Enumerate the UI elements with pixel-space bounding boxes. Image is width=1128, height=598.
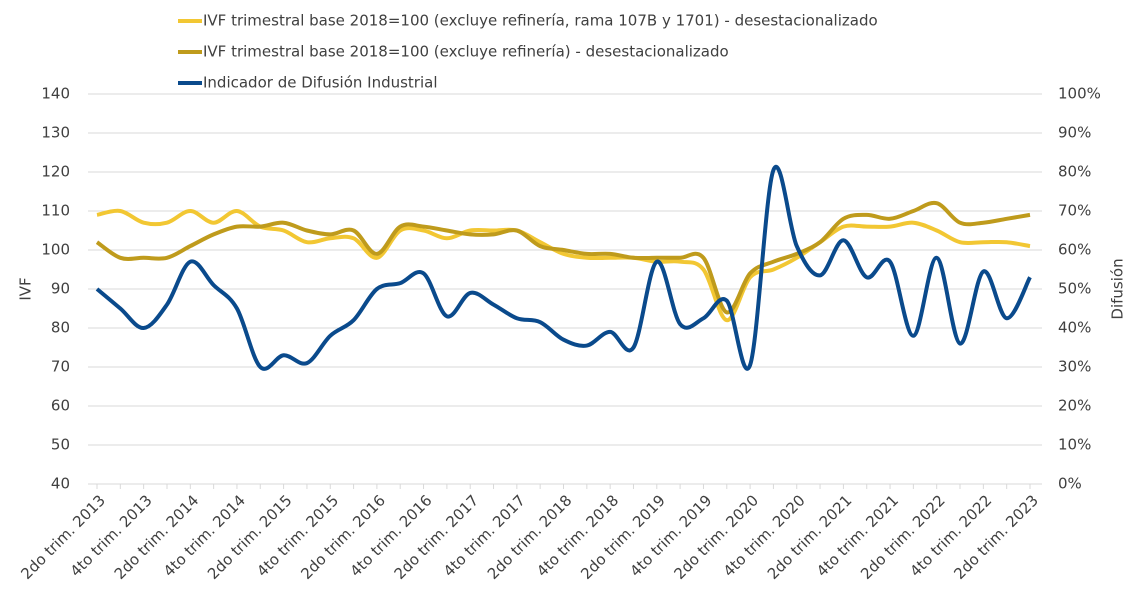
series-line (96, 208, 1031, 323)
x-tick-label: 4to trim. 2016 (347, 491, 436, 580)
y2-tick-label: 50% (1058, 280, 1091, 298)
y-tick-label: 100 (41, 241, 70, 259)
series-line (95, 164, 1032, 371)
y2-tick-label: 30% (1058, 358, 1091, 376)
y-tick-label: 130 (41, 124, 70, 142)
y2-tick-label: 90% (1058, 124, 1091, 142)
y-tick-label: 50 (51, 436, 70, 454)
x-tick-label: 4to trim. 2014 (160, 491, 249, 580)
y2-tick-label: 10% (1058, 436, 1091, 454)
y2-tick-label: 70% (1058, 202, 1091, 220)
y-tick-label: 40 (51, 475, 70, 493)
y-tick-label: 80 (51, 319, 70, 337)
y2-tick-label: 60% (1058, 241, 1091, 259)
y-tick-label: 140 (41, 85, 70, 103)
legend-label: IVF trimestral base 2018=100 (excluye re… (203, 43, 729, 61)
x-tick-label: 2do trim. 2022 (857, 491, 949, 583)
series-line (95, 200, 1031, 315)
x-tick-label: 2do trim. 2015 (204, 491, 296, 583)
x-tick-label: 2do trim. 2021 (764, 491, 856, 583)
x-tick-label: 4to trim. 2021 (813, 491, 902, 580)
y2-tick-label: 20% (1058, 397, 1091, 415)
y-tick-label: 60 (51, 397, 70, 415)
legend-label: IVF trimestral base 2018=100 (excluye re… (203, 12, 878, 30)
y2-tick-label: 40% (1058, 319, 1091, 337)
y-tick-label: 70 (51, 358, 70, 376)
x-tick-label: 2do trim. 2013 (17, 491, 109, 583)
y-tick-label: 120 (41, 163, 70, 181)
x-tick-label: 2do trim. 2020 (670, 491, 762, 583)
x-tick-label: 2do trim. 2014 (111, 491, 203, 583)
y-axis-label: IVF (17, 277, 35, 300)
x-tick-label: 4to trim. 2022 (906, 491, 995, 580)
x-tick-label: 4to trim. 2013 (67, 491, 156, 580)
x-tick-label: 2do trim. 2019 (577, 491, 669, 583)
y2-axis-label: Difusión (1109, 258, 1127, 319)
x-tick-label: 2do trim. 2017 (391, 491, 483, 583)
x-tick-label: 4to trim. 2018 (533, 491, 622, 580)
y2-tick-label: 100% (1058, 85, 1101, 103)
y2-tick-label: 0% (1058, 475, 1082, 493)
y-tick-label: 90 (51, 280, 70, 298)
x-tick-label: 2do trim. 2018 (484, 491, 576, 583)
y2-tick-label: 80% (1058, 163, 1091, 181)
x-tick-label: 4to trim. 2017 (440, 491, 529, 580)
x-tick-label: 4to trim. 2015 (253, 491, 342, 580)
x-tick-label: 4to trim. 2019 (626, 491, 715, 580)
y-tick-label: 110 (41, 202, 70, 220)
x-tick-label: 4to trim. 2020 (720, 491, 809, 580)
x-tick-label: 2do trim. 2016 (297, 491, 389, 583)
legend-label: Indicador de Difusión Industrial (203, 74, 438, 92)
x-tick-label: 2do trim. 2023 (950, 491, 1042, 583)
